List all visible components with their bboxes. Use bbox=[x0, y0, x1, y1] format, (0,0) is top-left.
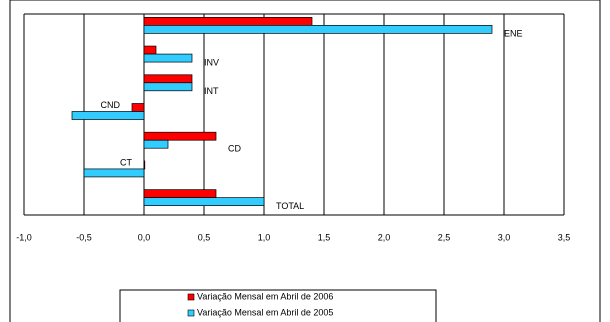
bar bbox=[143, 17, 313, 26]
x-tick-label: 1,5 bbox=[318, 232, 331, 242]
bar bbox=[143, 197, 265, 206]
bar bbox=[143, 82, 193, 92]
x-tick-label: -0,5 bbox=[76, 232, 92, 242]
category-label: CND bbox=[101, 100, 121, 110]
bar bbox=[143, 45, 157, 55]
category-label: CD bbox=[228, 144, 241, 154]
bar bbox=[143, 53, 193, 63]
legend-label: Variação Mensal em Abril de 2005 bbox=[197, 307, 333, 317]
category-label: ENE bbox=[504, 29, 523, 39]
bar bbox=[71, 111, 145, 120]
legend-label: Variação Mensal em Abril de 2006 bbox=[197, 291, 333, 301]
category-label: INT bbox=[204, 86, 219, 96]
category-label: INV bbox=[204, 57, 219, 67]
x-tick-label: 2,0 bbox=[378, 232, 391, 242]
bar bbox=[143, 74, 193, 84]
legend-swatch bbox=[187, 309, 195, 317]
bar bbox=[143, 160, 146, 170]
bar bbox=[143, 139, 169, 149]
x-tick-label: 0,0 bbox=[138, 232, 151, 242]
x-tick-label: 3,0 bbox=[498, 232, 511, 242]
category-label: CT bbox=[120, 157, 132, 167]
legend-box bbox=[119, 289, 437, 322]
bar bbox=[143, 25, 493, 34]
bar bbox=[131, 103, 145, 112]
x-tick-label: -1,0 bbox=[16, 232, 32, 242]
x-tick-label: 2,5 bbox=[438, 232, 451, 242]
bar bbox=[83, 168, 145, 178]
x-tick-label: 3,5 bbox=[558, 232, 571, 242]
bar bbox=[143, 189, 217, 198]
chart-frame bbox=[9, 0, 601, 322]
x-tick-label: 0,5 bbox=[198, 232, 211, 242]
category-label: TOTAL bbox=[276, 201, 304, 211]
bar bbox=[143, 131, 217, 141]
legend-swatch bbox=[187, 293, 195, 301]
x-tick-label: 1,0 bbox=[258, 232, 271, 242]
